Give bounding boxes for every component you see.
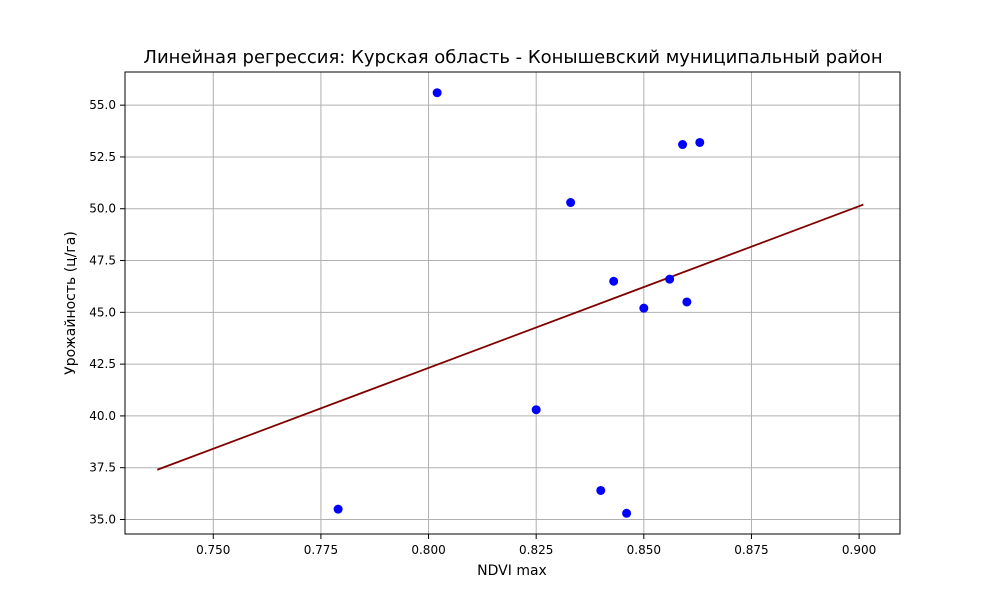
grid [125,72,900,534]
y-tick-label: 40.0 [89,409,116,423]
data-point [531,405,541,415]
data-point [682,297,692,307]
y-tick-label: 47.5 [89,254,116,268]
data-point [596,485,606,495]
chart-title: Линейная регрессия: Курская область - Ко… [143,47,882,68]
y-tick-label: 55.0 [89,98,116,112]
data-point [333,504,343,514]
x-tick-label: 0.750 [196,543,230,557]
data-point [695,137,705,147]
y-tick-label: 37.5 [89,461,116,475]
y-tick-label: 50.0 [89,202,116,216]
x-axis-label: NDVI max [477,563,547,579]
y-tick-label: 45.0 [89,305,116,319]
x-tick-label: 0.775 [304,543,338,557]
x-tick-label: 0.850 [627,543,661,557]
regression-line [156,203,864,471]
regression-line-layer [156,203,864,471]
data-point [639,303,649,313]
y-axis-label: Урожайность (ц/га) [63,231,79,375]
y-tick-label: 42.5 [89,357,116,371]
y-tick-label: 35.0 [89,512,116,526]
plot-area-frame [124,71,901,535]
x-tick-label: 0.800 [411,543,445,557]
scatter-points [333,88,705,518]
y-tick-label: 52.5 [89,150,116,164]
x-axis-ticks: 0.750 0.775 0.800 0.825 0.850 0.875 0.900 [196,534,876,557]
x-tick-label: 0.825 [519,543,553,557]
x-tick-label: 0.875 [734,543,768,557]
data-point [609,276,619,286]
x-tick-label: 0.900 [842,543,876,557]
data-point [622,508,632,518]
data-point [678,140,688,150]
data-point [665,274,675,284]
y-axis-ticks: 35.0 37.5 40.0 42.5 45.0 47.5 50.0 52.5 55.0 [89,98,125,526]
data-point [432,88,442,98]
data-point [566,198,576,208]
